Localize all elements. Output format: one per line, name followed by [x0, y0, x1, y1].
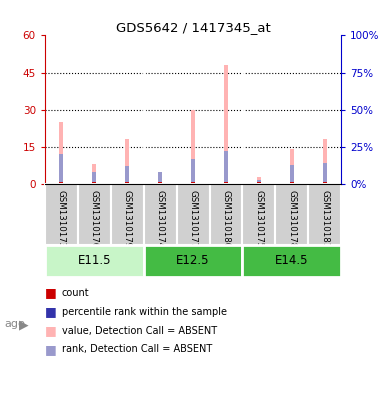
Bar: [125, 183, 129, 184]
Text: GSM1310178: GSM1310178: [287, 190, 296, 248]
Bar: [257, 182, 261, 184]
Bar: [224, 182, 228, 184]
Bar: [158, 172, 162, 184]
Bar: [177, 184, 209, 244]
Bar: [92, 182, 96, 184]
Text: GSM1310180: GSM1310180: [222, 190, 230, 248]
Text: GSM1310176: GSM1310176: [90, 190, 99, 248]
Bar: [92, 164, 96, 184]
Bar: [224, 65, 228, 184]
Text: ▶: ▶: [19, 318, 28, 331]
Bar: [257, 183, 261, 184]
Text: GSM1310175: GSM1310175: [254, 190, 263, 248]
Bar: [144, 244, 243, 277]
Bar: [59, 122, 63, 184]
Text: age: age: [4, 319, 25, 329]
Bar: [191, 110, 195, 184]
Text: count: count: [62, 288, 89, 298]
Text: GSM1310179: GSM1310179: [123, 190, 132, 248]
Bar: [158, 183, 162, 184]
Text: percentile rank within the sample: percentile rank within the sample: [62, 307, 227, 317]
Bar: [45, 244, 144, 277]
Bar: [191, 159, 195, 184]
Bar: [323, 140, 327, 184]
Bar: [191, 182, 195, 184]
Bar: [59, 182, 63, 184]
Bar: [290, 149, 294, 184]
Text: ■: ■: [45, 324, 57, 337]
Bar: [290, 165, 294, 184]
Bar: [243, 244, 341, 277]
Bar: [323, 183, 327, 184]
Text: E14.5: E14.5: [275, 254, 308, 267]
Bar: [158, 182, 162, 184]
Bar: [59, 183, 63, 184]
Text: GSM1310181: GSM1310181: [320, 190, 329, 248]
Bar: [224, 183, 228, 184]
Bar: [323, 182, 327, 184]
Bar: [158, 172, 162, 184]
Bar: [323, 163, 327, 184]
Bar: [243, 184, 275, 244]
Bar: [224, 151, 228, 184]
Text: rank, Detection Call = ABSENT: rank, Detection Call = ABSENT: [62, 344, 212, 354]
Text: GSM1310174: GSM1310174: [156, 190, 165, 248]
Bar: [125, 166, 129, 184]
Text: GSM1310177: GSM1310177: [188, 190, 198, 248]
Text: E12.5: E12.5: [176, 254, 210, 267]
Text: GSM1310173: GSM1310173: [57, 190, 66, 248]
Bar: [191, 183, 195, 184]
Bar: [257, 180, 261, 184]
Bar: [209, 184, 243, 244]
Bar: [92, 172, 96, 184]
Bar: [257, 177, 261, 184]
Bar: [59, 154, 63, 184]
Bar: [290, 182, 294, 184]
Title: GDS5642 / 1417345_at: GDS5642 / 1417345_at: [116, 21, 270, 34]
Bar: [308, 184, 341, 244]
Bar: [92, 183, 96, 184]
Bar: [45, 184, 78, 244]
Bar: [125, 182, 129, 184]
Bar: [125, 140, 129, 184]
Text: E11.5: E11.5: [78, 254, 111, 267]
Bar: [275, 184, 308, 244]
Text: ■: ■: [45, 343, 57, 356]
Bar: [111, 184, 144, 244]
Text: ■: ■: [45, 286, 57, 299]
Text: value, Detection Call = ABSENT: value, Detection Call = ABSENT: [62, 325, 217, 336]
Bar: [78, 184, 111, 244]
Bar: [290, 183, 294, 184]
Bar: [144, 184, 177, 244]
Text: ■: ■: [45, 305, 57, 318]
